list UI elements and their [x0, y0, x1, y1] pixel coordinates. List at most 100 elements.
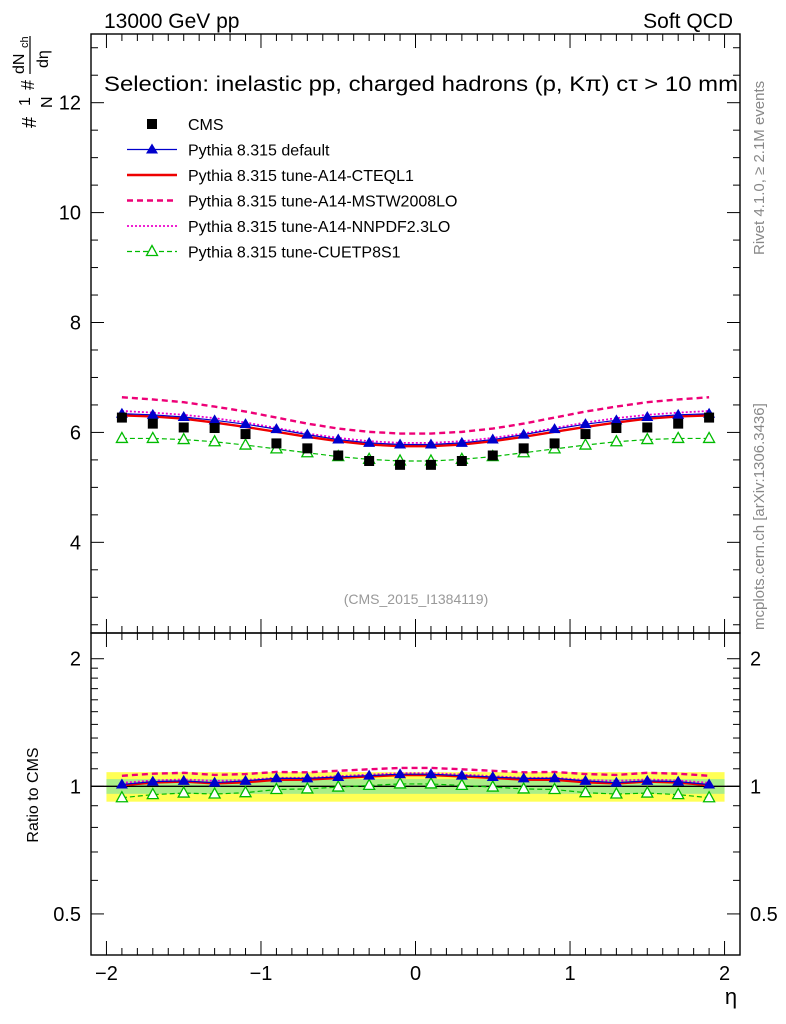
- ratio-default-point: [239, 774, 252, 785]
- ratio-default-line: [121, 773, 710, 786]
- ratio-cuetp8s1-point: [424, 776, 438, 789]
- main-y-tick-label: 4: [70, 532, 81, 554]
- ratio-cuetp8s1-point: [208, 786, 222, 799]
- main-default-point: [455, 436, 468, 447]
- main-data-point: [147, 418, 158, 429]
- main-default-point: [363, 436, 376, 447]
- main-default-point: [610, 414, 623, 425]
- ratio-y-tick-label-right: 0.5: [750, 904, 778, 926]
- ratio-cuetp8s1-point: [547, 782, 562, 795]
- legend-label-cuetp8s1: Pythia 8.315 tune-CUETP8S1: [188, 245, 401, 262]
- main-data-point: [673, 418, 684, 429]
- main-data-point: [518, 443, 529, 454]
- x-tick-label: −2: [95, 963, 118, 985]
- ratio-cuetp8s1-point: [331, 779, 345, 792]
- x-tick-label: 0: [410, 963, 421, 985]
- ratio-cuetp8s1-point: [177, 785, 191, 798]
- y-label-n: N: [39, 96, 56, 108]
- ratio-default-point: [363, 769, 376, 780]
- y-label-dn: dN: [11, 54, 28, 74]
- analysis-watermark: (CMS_2015_I1384119): [344, 591, 489, 607]
- ratio-cuetp8s1-point: [578, 785, 593, 798]
- ratio-cuetp8s1-point: [362, 778, 376, 791]
- legend-label-cteql1: Pythia 8.315 tune-A14-CTEQL1: [188, 168, 414, 185]
- y-label-ch: ch: [19, 36, 31, 48]
- main-default-point: [301, 428, 314, 439]
- main-default-point: [332, 433, 345, 444]
- main-default-point: [394, 438, 407, 449]
- main-data-point: [271, 438, 282, 449]
- legend-marker-default: [146, 143, 158, 154]
- ratio-default-point: [672, 775, 685, 786]
- ratio-cuetp8s1-point: [115, 790, 129, 803]
- main-data-point: [425, 459, 436, 470]
- y-label-hash: #: [19, 116, 41, 128]
- main-default-point: [208, 414, 221, 425]
- main-cuetp8s1-line: [121, 437, 710, 462]
- ratio-cuetp8s1-point: [146, 787, 160, 800]
- legend-marker-data: [147, 119, 157, 129]
- main-default-point: [672, 408, 685, 419]
- y-label-deta: dη: [35, 50, 52, 68]
- main-data-point: [549, 438, 560, 449]
- ratio-default-point: [424, 768, 437, 779]
- main-default-point: [579, 418, 592, 429]
- main-data-point: [240, 429, 251, 440]
- main-default-point: [424, 438, 437, 449]
- legend-label-mstw: Pythia 8.315 tune-A14-MSTW2008LO: [188, 194, 457, 211]
- ratio-cuetp8s1-line: [121, 783, 710, 799]
- main-default-point: [177, 411, 190, 422]
- ratio-nnpdf-line: [121, 772, 710, 784]
- ratio-default-point: [208, 776, 221, 787]
- selection-label: Selection: inelastic pp, charged hadrons…: [104, 73, 738, 96]
- ratio-default-point: [394, 768, 407, 779]
- ratio-cuetp8s1-point: [238, 785, 253, 798]
- ratio-cuetp8s1-point: [300, 781, 314, 794]
- ratio-default-point: [610, 776, 623, 787]
- rivet-version-text: Rivet 4.1.0, ≥ 2.1M events: [751, 81, 768, 255]
- ratio-default-point: [115, 778, 128, 789]
- ratio-y-tick-label-left: 0.5: [53, 904, 81, 926]
- main-data-point: [116, 412, 127, 423]
- ratio-cuetp8s1-point: [640, 785, 654, 798]
- main-cuetp8s1-point: [146, 431, 160, 444]
- x-tick-label: 2: [719, 963, 730, 985]
- ratio-y-tick-label-left: 1: [70, 776, 81, 798]
- main-data-point: [704, 412, 715, 423]
- main-y-axis-label: # 1 N # dN ch dη: [11, 36, 56, 128]
- mcplots-credit-text: mcplots.cern.ch [arXiv:1306.3436]: [751, 403, 768, 630]
- main-cuetp8s1-point: [671, 431, 685, 444]
- ratio-default-point: [270, 772, 283, 783]
- ratio-cuetp8s1-point: [609, 786, 623, 799]
- ratio-y-tick-label-right: 2: [750, 649, 761, 671]
- ratio-default-point: [455, 769, 468, 780]
- legend-label-nnpdf: Pythia 8.315 tune-A14-NNPDF2.3LO: [188, 219, 450, 236]
- main-data-point: [178, 422, 189, 433]
- main-cuetp8s1-point: [702, 431, 716, 444]
- main-data-point: [333, 450, 344, 461]
- main-cuetp8s1-point: [238, 437, 253, 450]
- ratio-cuetp8s1-point: [393, 776, 407, 789]
- main-data-point: [487, 450, 498, 461]
- main-default-point: [517, 428, 530, 439]
- main-default-point: [239, 418, 252, 429]
- ratio-default-point: [177, 774, 190, 785]
- ratio-cuetp8s1-point: [486, 779, 500, 792]
- ratio-cteql1-line: [121, 773, 710, 787]
- main-default-point: [270, 423, 283, 434]
- ratio-default-point: [579, 774, 592, 785]
- legend: CMS Pythia 8.315 default Pythia 8.315 tune…: [127, 117, 457, 262]
- ratio-y-tick-label-right: 1: [750, 776, 761, 798]
- ratio-cuetp8s1-point: [702, 790, 716, 803]
- main-data-point: [580, 429, 591, 440]
- main-data-point: [611, 423, 622, 434]
- main-default-line: [121, 413, 710, 446]
- main-cuetp8s1-point: [578, 437, 593, 450]
- ratio-default-point: [486, 770, 499, 781]
- main-data-point: [456, 455, 467, 466]
- main-y-tick-label: 6: [70, 422, 81, 444]
- main-cuetp8s1-point: [208, 434, 222, 447]
- main-data-point: [364, 455, 375, 466]
- ratio-cuetp8s1-point: [517, 781, 531, 794]
